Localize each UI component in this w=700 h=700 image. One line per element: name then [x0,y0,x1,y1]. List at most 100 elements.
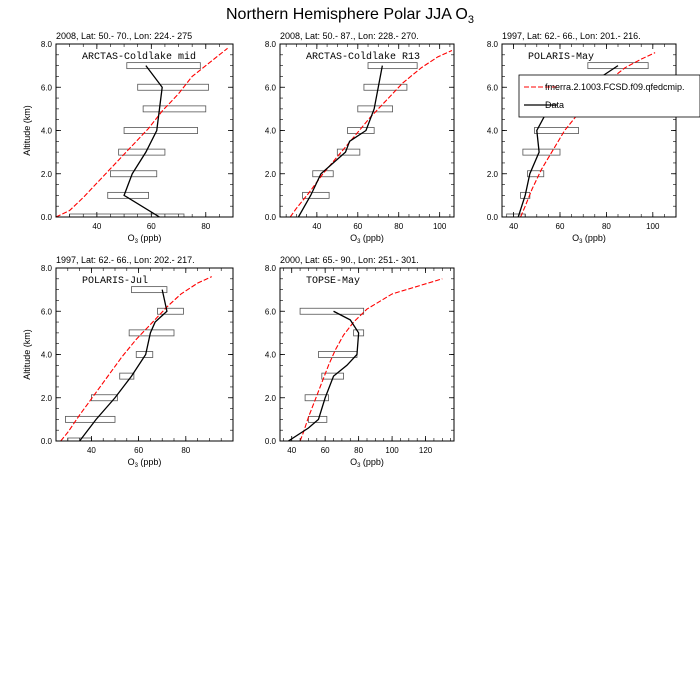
x-axis-label-sub: 3 [357,239,361,245]
figure-title-sub: 3 [468,14,474,26]
plot-frame [55,267,234,442]
model-line [289,49,453,217]
y-tick-label: 4.0 [265,351,277,360]
y-tick-label: 0.0 [41,437,53,446]
x-tick-label: 60 [556,222,565,231]
y-tick-label: 8.0 [41,40,53,49]
data-line [123,65,163,217]
plot-frame [501,43,677,218]
x-axis-label-unit: (ppb) [138,233,162,243]
campaign-label: POLARIS-Jul [82,275,148,287]
model-line [56,47,228,217]
y-tick-label: 2.0 [265,394,277,403]
range-box [118,148,166,156]
x-axis-label-unit: (ppb) [582,233,606,243]
x-tick-label: 40 [509,222,518,231]
range-box [142,105,207,113]
x-axis-label-sub: 3 [135,463,139,469]
x-axis-label-unit: (ppb) [360,457,384,467]
campaign-label: ARCTAS-Coldlake mid [82,51,196,63]
data-line [288,310,360,441]
panel-header: 2008, Lat: 50.- 70., Lon: 224.- 275 [56,31,192,41]
x-tick-label: 60 [321,446,330,455]
plot-frame [279,267,455,442]
range-box [135,351,154,358]
range-box [367,62,418,70]
range-box [131,286,168,294]
range-box [308,415,328,423]
range-box [91,394,118,402]
model-line [520,52,656,217]
y-tick-label: 4.0 [41,127,53,136]
x-tick-label: 100 [385,446,399,455]
range-boxes [69,62,209,217]
y-tick-label: 6.0 [265,307,277,316]
legend: fmerra.2.1003.FCSD.f09.qfedcmip. Data [518,74,700,118]
y-tick-label: 6.0 [41,307,53,316]
y-tick-label: 2.0 [265,170,277,179]
range-boxes [302,62,418,199]
x-tick-label: 100 [646,222,660,231]
legend-model-label: fmerra.2.1003.FCSD.f09.qfedcmip. [545,82,685,92]
range-box [336,148,361,156]
y-tick-label: 8.0 [265,40,277,49]
x-axis-label: O3 (ppb) [350,233,384,245]
legend-data-label: Data [545,100,564,110]
model-line [60,276,212,441]
x-tick-label: 40 [92,222,101,231]
y-tick-label: 4.0 [487,127,499,136]
panels: 2008, Lat: 50.- 70., Lon: 224.- 275 0.0 2.… [22,31,700,469]
y-tick-label: 2.0 [41,170,53,179]
x-tick-label: 60 [353,222,362,231]
y-tick-label: 0.0 [265,213,277,222]
x-axis-label-main: O [350,233,357,243]
y-tick-label: 4.0 [41,351,53,360]
x-axis-label-sub: 3 [579,239,583,245]
campaign-label: TOPSE-May [306,276,360,287]
range-box [137,83,209,91]
range-box [123,127,198,134]
x-tick-label: 120 [419,446,433,455]
model-line [299,278,443,441]
x-tick-label: 60 [147,222,156,231]
panel-header: 2008, Lat: 50.- 87., Lon: 228.- 270. [280,31,419,41]
panel-3: 1997, Lat: 62.- 66., Lon: 201.- 216. 0.0 2… [487,31,677,245]
x-axis-label-unit: (ppb) [138,457,162,467]
range-box [522,148,561,156]
x-tick-label: 100 [433,222,447,231]
range-box [587,62,649,70]
range-box [65,415,116,423]
x-tick-label: 80 [394,222,403,231]
range-box [119,372,135,380]
panel-header: 2000, Lat: 65.- 90., Lon: 251.- 301. [280,255,419,265]
x-axis-label-main: O [128,457,135,467]
y-tick-label: 4.0 [265,127,277,136]
y-axis-label: Altitude (km) [22,329,32,380]
y-tick-label: 0.0 [41,213,53,222]
x-axis-label: O3 (ppb) [128,457,162,469]
range-boxes [65,286,184,441]
x-tick-label: 80 [602,222,611,231]
y-tick-label: 8.0 [265,264,277,273]
panel-5: 2000, Lat: 65.- 90., Lon: 251.- 301. 0.0 2… [265,255,455,469]
plot-frame [279,43,455,218]
x-axis-label-main: O [350,457,357,467]
x-tick-label: 80 [354,446,363,455]
x-axis-label: O3 (ppb) [572,233,606,245]
x-axis-label-sub: 3 [135,239,139,245]
x-tick-label: 80 [201,222,210,231]
y-tick-label: 0.0 [265,437,277,446]
campaign-label: POLARIS-May [528,52,594,63]
panel-2: 2008, Lat: 50.- 87., Lon: 228.- 270. 0.0 2… [265,31,455,245]
range-box [363,83,408,91]
x-tick-label: 60 [134,446,143,455]
y-tick-label: 8.0 [487,40,499,49]
range-box [318,351,358,358]
data-line [297,65,383,217]
panel-1: 2008, Lat: 50.- 70., Lon: 224.- 275 0.0 2.… [22,31,234,245]
y-tick-label: 0.0 [487,213,499,222]
panel-4: 1997, Lat: 62.- 66., Lon: 202.- 217. 0.0 2… [22,255,234,469]
range-box [312,170,334,178]
range-box [157,307,184,315]
